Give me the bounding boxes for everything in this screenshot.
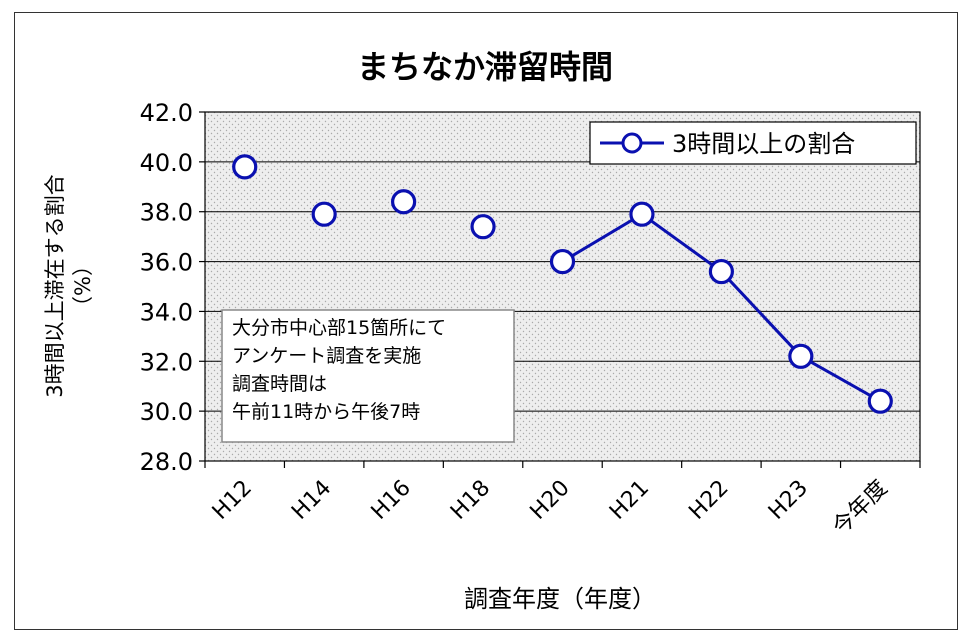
x-tick-label: H22 — [684, 476, 733, 525]
data-point-H22 — [708, 258, 734, 285]
y-axis-unit: （%） — [71, 255, 95, 317]
x-axis-label: 調査年度（年度） — [464, 585, 656, 613]
y-axis-label: 3時間以上滞在する割合 — [43, 174, 67, 397]
annotation-line-3: 調査時間は — [232, 373, 327, 395]
data-point-H23 — [788, 343, 814, 369]
annotation-box: 大分市中心部15箇所にて アンケート調査を実施 調査時間は 午前11時から午後7… — [221, 309, 515, 443]
series-3h-ratio — [232, 154, 893, 414]
annotation-line-4: 午前11時から午後7時 — [232, 401, 420, 423]
y-axis: 42.0 40.0 38.0 36.0 34.0 32.0 30.0 28.0 — [140, 99, 205, 476]
data-point-H16 — [391, 189, 417, 215]
legend-label: 3時間以上の割合 — [672, 130, 855, 158]
y-tick-label: 42.0 — [140, 99, 193, 127]
x-tick-label: H23 — [764, 476, 813, 525]
data-point-H14 — [311, 201, 337, 227]
x-tick-label: H12 — [208, 476, 257, 525]
y-tick-label: 28.0 — [140, 448, 193, 476]
x-axis: H12 H14 H16 H18 H20 H21 H22 H23 今年度 — [204, 461, 921, 540]
x-tick-label: H21 — [605, 476, 654, 525]
annotation-line-2: アンケート調査を実施 — [232, 345, 421, 367]
legend: 3時間以上の割合 — [589, 121, 917, 165]
y-tick-label: 34.0 — [140, 298, 193, 326]
data-point-H12 — [232, 154, 258, 180]
y-tick-label: 30.0 — [140, 398, 193, 426]
x-tick-label: H20 — [526, 476, 575, 525]
data-point-今年度 — [867, 388, 893, 414]
x-tick-label: 今年度 — [828, 476, 892, 540]
annotation-line-1: 大分市中心部15箇所にて — [232, 317, 446, 339]
x-tick-label: H18 — [446, 476, 495, 525]
data-point-H20 — [549, 248, 576, 275]
y-tick-label: 32.0 — [140, 348, 193, 376]
x-tick-label: H16 — [367, 476, 416, 525]
y-tick-label: 36.0 — [140, 249, 193, 277]
y-tick-label: 38.0 — [140, 199, 193, 227]
x-tick-label: H14 — [287, 476, 336, 525]
legend-marker — [621, 132, 643, 154]
data-point-H21 — [629, 201, 655, 227]
y-tick-label: 40.0 — [140, 149, 193, 177]
data-point-H18 — [470, 214, 496, 240]
chart-title: まちなか滞留時間 — [357, 48, 613, 86]
